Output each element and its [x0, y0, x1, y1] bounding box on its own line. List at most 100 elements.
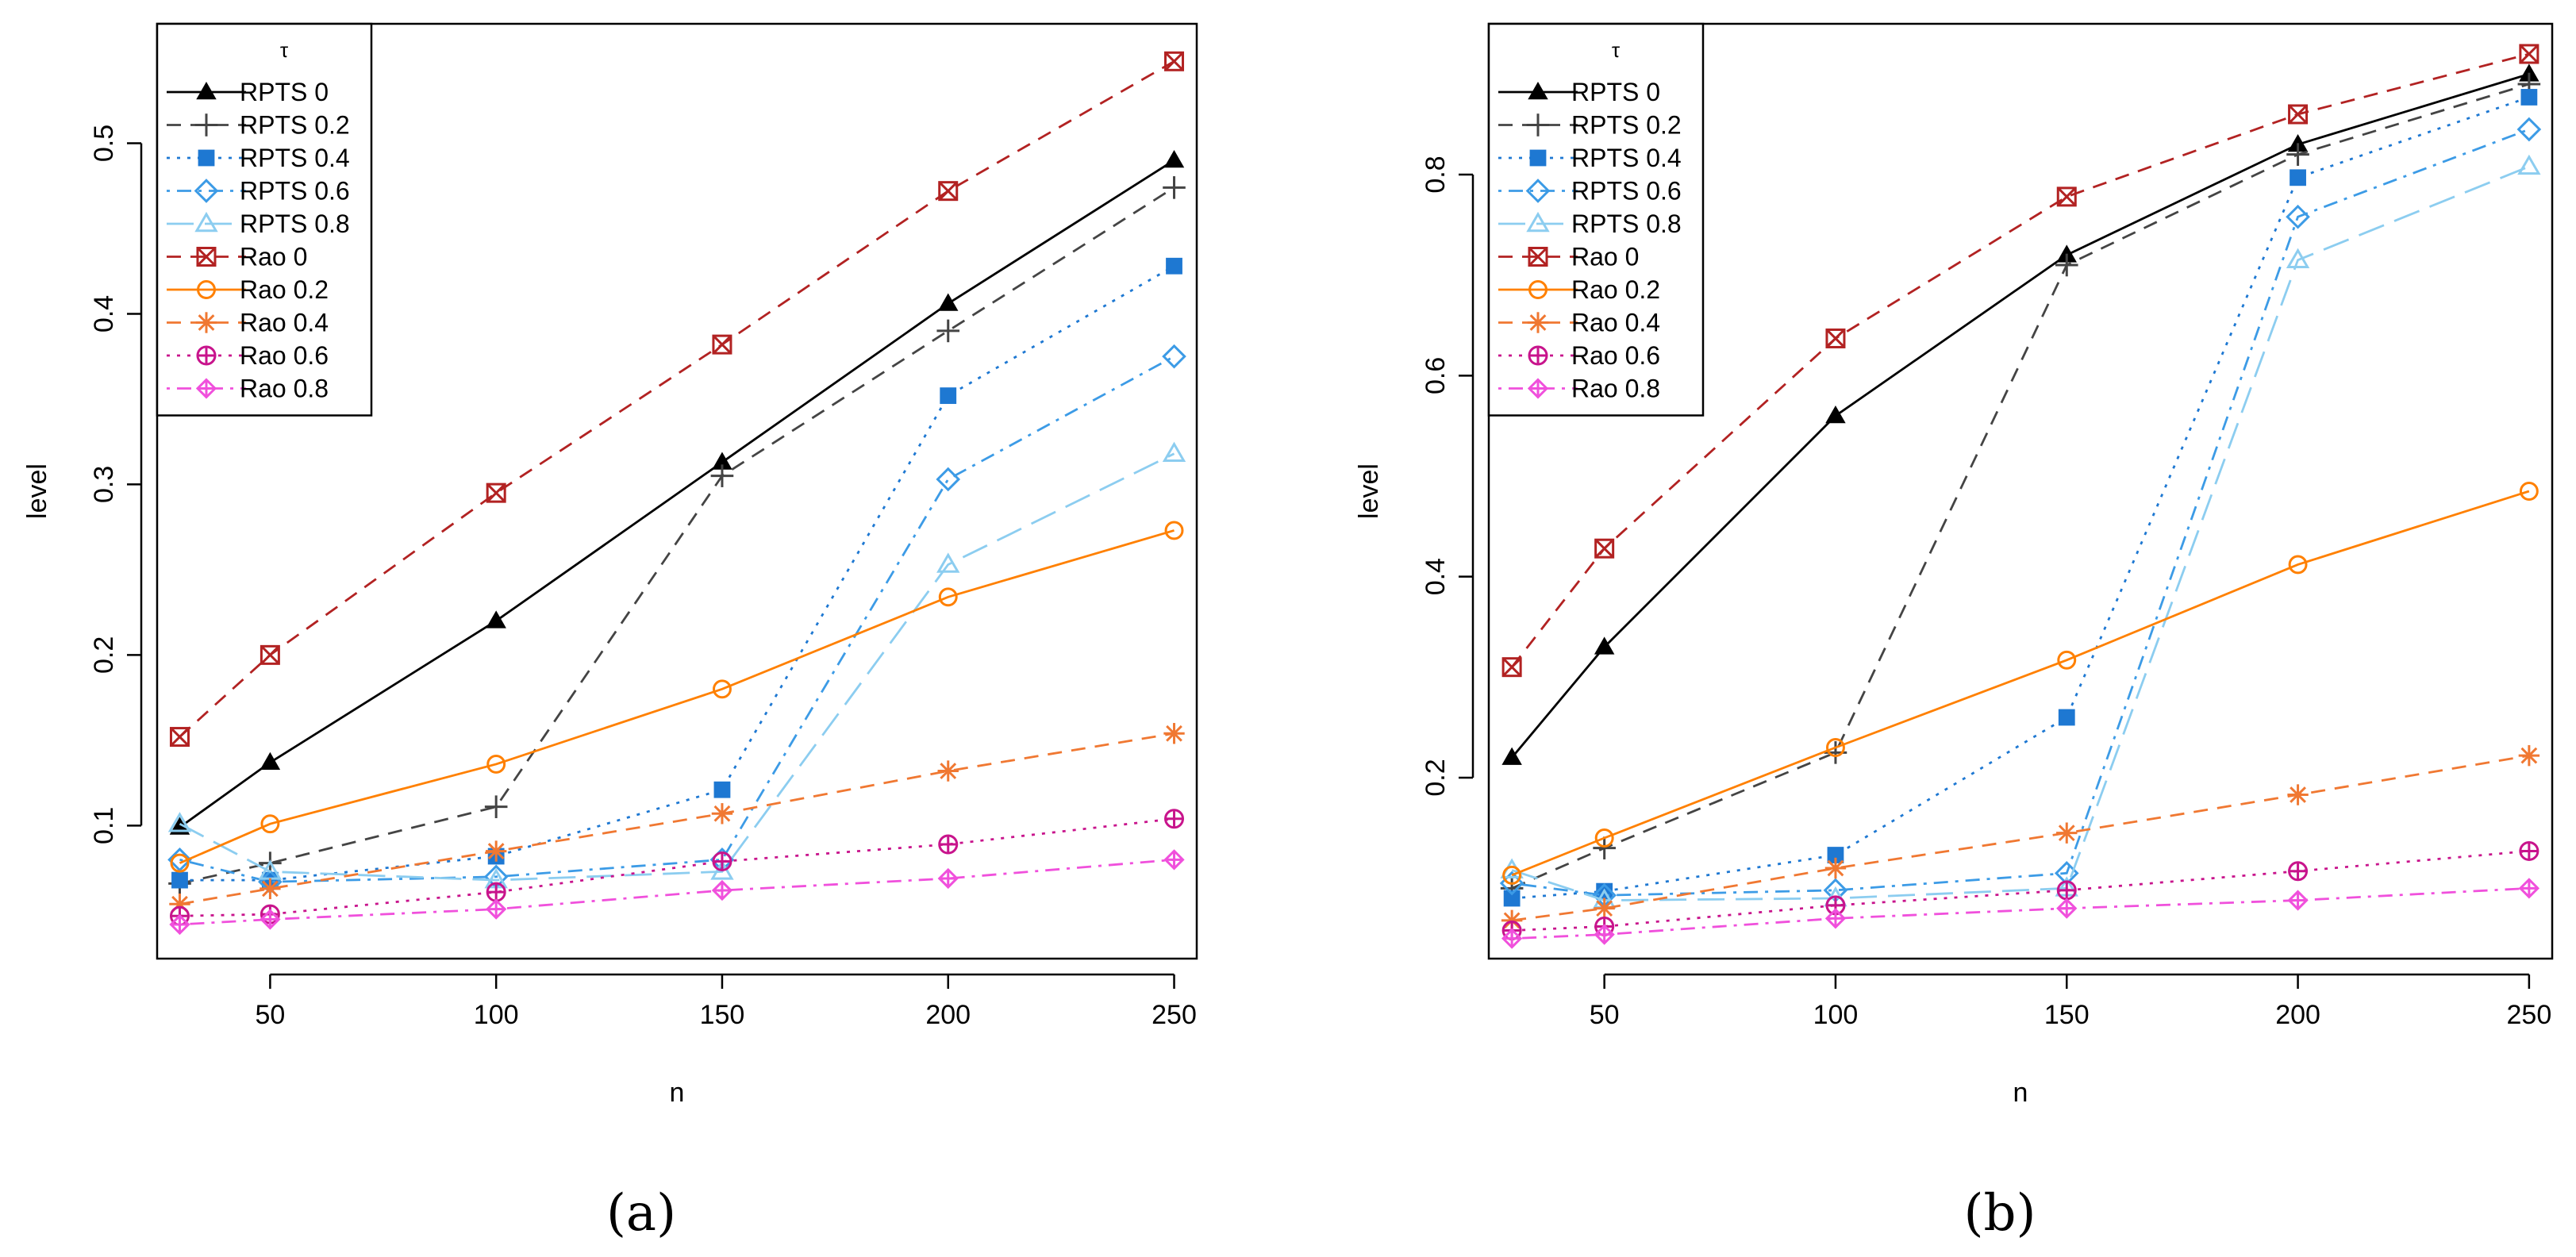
series-rao-02: [1502, 482, 2539, 885]
marker-shape: [1162, 441, 1186, 463]
legend-label: Rao 0: [240, 243, 307, 271]
marker-shape: [1501, 747, 1522, 765]
marker-shape: [1503, 912, 1521, 929]
plot-frame: [1487, 22, 2554, 960]
legend-marker: [194, 179, 219, 203]
data-point: [2519, 482, 2539, 501]
data-point: [2056, 822, 2078, 844]
legend-item: RPTS 0.4: [167, 144, 350, 172]
y-axis-label: level: [22, 463, 52, 519]
legend-marker: [195, 378, 217, 399]
legend-item: RPTS 0.8: [1498, 210, 1682, 238]
series-rao-08: [1501, 878, 2539, 949]
marker-shape: [2057, 186, 2077, 206]
legend-label: RPTS 0.4: [240, 144, 350, 172]
data-point: [1164, 809, 1185, 829]
series-line: [1512, 850, 2529, 932]
series-line: [179, 186, 1175, 885]
marker-shape: [2519, 44, 2539, 64]
data-point: [1824, 857, 1847, 879]
series-line: [1511, 754, 2530, 922]
marker-shape: [486, 483, 506, 503]
marker-shape: [486, 754, 506, 774]
x-tick-label: 250: [1152, 1000, 1197, 1030]
marker-shape: [197, 280, 216, 299]
series-rao-0: [1501, 44, 2539, 678]
data-point: [485, 840, 507, 862]
chart-panel-a: 50 100 150 200 250 n 0.1 0.2 0.3 0.4 0.5 level τ RPTS…: [22, 22, 1198, 1243]
legend-label: Rao 0.8: [240, 375, 329, 403]
data-point: [2518, 878, 2539, 899]
marker-shape: [2519, 44, 2539, 64]
series-rao-04: [1501, 744, 2540, 932]
series-line: [179, 60, 1175, 738]
marker-shape: [171, 871, 188, 889]
legend-item: RPTS 0: [1498, 78, 1660, 106]
x-tick-label: 200: [2275, 1000, 2320, 1030]
data-point: [2518, 744, 2540, 767]
data-point: [1503, 890, 1521, 907]
marker-shape: [167, 847, 192, 872]
x-tick-label: 50: [1590, 1000, 1620, 1030]
marker-shape: [1594, 538, 1615, 559]
legend-label: Rao 0.2: [240, 275, 329, 304]
marker-shape: [1164, 51, 1185, 71]
marker-shape: [936, 467, 961, 492]
legend-marker: [196, 247, 217, 267]
data-point: [2055, 253, 2078, 277]
marker-shape: [198, 314, 215, 331]
legend-marker: [196, 81, 217, 100]
data-point: [1162, 441, 1186, 463]
data-point: [2516, 117, 2542, 142]
data-point: [1162, 344, 1186, 369]
marker-shape: [713, 679, 732, 699]
data-point: [711, 879, 733, 901]
legend-marker: [1527, 312, 1549, 333]
legend-item: Rao 0: [1498, 243, 1639, 271]
data-point: [260, 878, 281, 900]
data-point: [2519, 840, 2539, 861]
marker-shape: [712, 334, 732, 355]
data-point: [713, 679, 732, 699]
y-tick-label: 0.1: [89, 807, 119, 844]
legend-item: RPTS 0.4: [1498, 144, 1682, 172]
legend-item: Rao 0.2: [1498, 275, 1660, 304]
y-tick-label: 0.4: [1421, 558, 1451, 595]
x-axis-label: n: [670, 1078, 685, 1108]
series-rao-04: [169, 723, 1185, 915]
legend-label: Rao 0: [1571, 243, 1639, 271]
marker-shape: [167, 812, 192, 832]
legend-label: RPTS 0: [1571, 78, 1660, 106]
marker-shape: [198, 149, 215, 167]
data-point: [1501, 928, 1523, 949]
marker-shape: [710, 859, 734, 880]
data-point: [713, 781, 731, 798]
data-point: [1163, 723, 1185, 744]
legend-marker: [1528, 81, 1548, 100]
data-point: [2056, 186, 2077, 207]
series-line: [1512, 886, 2529, 940]
legend-item: Rao 0.6: [167, 341, 329, 370]
series-line: [179, 355, 1175, 883]
legend: τ RPTS 0 RPTS 0.2 RPTS 0.4 RPTS 0.6 RPTS 0.8 R…: [156, 22, 373, 417]
marker-shape: [1594, 539, 1614, 559]
legend-label: RPTS 0.6: [240, 177, 350, 206]
series-line: [1511, 72, 2530, 759]
x-axis-label: n: [2013, 1078, 2028, 1108]
marker-shape: [712, 335, 732, 355]
legend-item: RPTS 0.2: [1498, 111, 1682, 140]
legend-label: RPTS 0: [240, 78, 329, 106]
data-point: [1502, 865, 1522, 885]
marker-shape: [1501, 657, 1522, 678]
marker-shape: [1166, 725, 1182, 742]
marker-shape: [1502, 657, 1522, 677]
marker-shape: [1162, 344, 1186, 369]
data-point: [1164, 51, 1185, 71]
legend-label: RPTS 0.8: [240, 210, 350, 238]
legend-marker: [1529, 149, 1547, 167]
legend-label: Rao 0.6: [240, 341, 329, 370]
series-rao-08: [169, 849, 1185, 936]
marker-shape: [1826, 738, 1845, 757]
marker-shape: [170, 853, 190, 873]
data-point: [940, 387, 957, 405]
